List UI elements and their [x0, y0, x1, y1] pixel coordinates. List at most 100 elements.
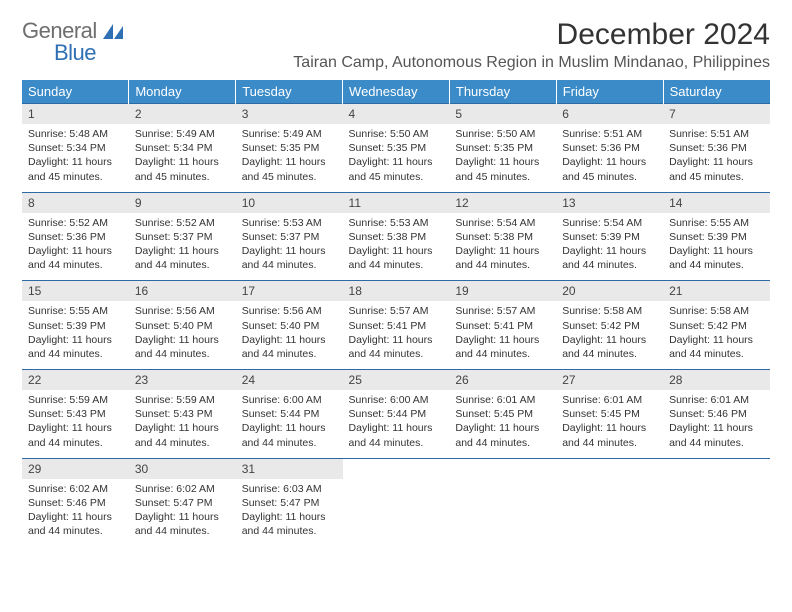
day-info: Sunrise: 5:55 AMSunset: 5:39 PMDaylight:…	[663, 213, 770, 281]
day-info: Sunrise: 6:01 AMSunset: 5:45 PMDaylight:…	[556, 390, 663, 458]
day-cell: 1Sunrise: 5:48 AMSunset: 5:34 PMDaylight…	[22, 104, 129, 193]
day-cell: 30Sunrise: 6:02 AMSunset: 5:47 PMDayligh…	[129, 458, 236, 546]
day-cell: 28Sunrise: 6:01 AMSunset: 5:46 PMDayligh…	[663, 370, 770, 459]
day-cell: ....	[556, 458, 663, 546]
day-number: 24	[236, 370, 343, 390]
day-cell: 4Sunrise: 5:50 AMSunset: 5:35 PMDaylight…	[343, 104, 450, 193]
day-cell: 20Sunrise: 5:58 AMSunset: 5:42 PMDayligh…	[556, 281, 663, 370]
dayhead-sat: Saturday	[663, 80, 770, 104]
day-info: Sunrise: 5:54 AMSunset: 5:38 PMDaylight:…	[449, 213, 556, 281]
day-cell: 10Sunrise: 5:53 AMSunset: 5:37 PMDayligh…	[236, 192, 343, 281]
day-number: 6	[556, 104, 663, 124]
day-number: 11	[343, 193, 450, 213]
day-info: Sunrise: 5:52 AMSunset: 5:37 PMDaylight:…	[129, 213, 236, 281]
day-info: Sunrise: 6:01 AMSunset: 5:46 PMDaylight:…	[663, 390, 770, 458]
day-info: Sunrise: 5:50 AMSunset: 5:35 PMDaylight:…	[343, 124, 450, 192]
day-number: 8	[22, 193, 129, 213]
calendar-table: Sunday Monday Tuesday Wednesday Thursday…	[22, 80, 770, 546]
day-cell: ....	[449, 458, 556, 546]
day-cell: 2Sunrise: 5:49 AMSunset: 5:34 PMDaylight…	[129, 104, 236, 193]
day-cell: 15Sunrise: 5:55 AMSunset: 5:39 PMDayligh…	[22, 281, 129, 370]
day-cell: 19Sunrise: 5:57 AMSunset: 5:41 PMDayligh…	[449, 281, 556, 370]
day-info: Sunrise: 5:57 AMSunset: 5:41 PMDaylight:…	[343, 301, 450, 369]
day-number: 20	[556, 281, 663, 301]
day-info: Sunrise: 5:51 AMSunset: 5:36 PMDaylight:…	[663, 124, 770, 192]
day-info: Sunrise: 5:53 AMSunset: 5:38 PMDaylight:…	[343, 213, 450, 281]
day-number: 23	[129, 370, 236, 390]
day-info: Sunrise: 5:58 AMSunset: 5:42 PMDaylight:…	[556, 301, 663, 369]
day-cell: 16Sunrise: 5:56 AMSunset: 5:40 PMDayligh…	[129, 281, 236, 370]
day-cell: 3Sunrise: 5:49 AMSunset: 5:35 PMDaylight…	[236, 104, 343, 193]
day-number: 9	[129, 193, 236, 213]
day-number: 12	[449, 193, 556, 213]
day-info: Sunrise: 5:58 AMSunset: 5:42 PMDaylight:…	[663, 301, 770, 369]
day-number: 5	[449, 104, 556, 124]
day-info: Sunrise: 5:49 AMSunset: 5:34 PMDaylight:…	[129, 124, 236, 192]
week-row: 15Sunrise: 5:55 AMSunset: 5:39 PMDayligh…	[22, 281, 770, 370]
day-info: Sunrise: 5:56 AMSunset: 5:40 PMDaylight:…	[129, 301, 236, 369]
day-cell: 22Sunrise: 5:59 AMSunset: 5:43 PMDayligh…	[22, 370, 129, 459]
day-cell: 7Sunrise: 5:51 AMSunset: 5:36 PMDaylight…	[663, 104, 770, 193]
day-number: 17	[236, 281, 343, 301]
day-info: Sunrise: 5:48 AMSunset: 5:34 PMDaylight:…	[22, 124, 129, 192]
day-number: 29	[22, 459, 129, 479]
day-cell: 12Sunrise: 5:54 AMSunset: 5:38 PMDayligh…	[449, 192, 556, 281]
day-number: 28	[663, 370, 770, 390]
day-cell: 31Sunrise: 6:03 AMSunset: 5:47 PMDayligh…	[236, 458, 343, 546]
page-title: December 2024	[557, 18, 770, 52]
day-cell: 25Sunrise: 6:00 AMSunset: 5:44 PMDayligh…	[343, 370, 450, 459]
day-info: Sunrise: 5:52 AMSunset: 5:36 PMDaylight:…	[22, 213, 129, 281]
dayhead-fri: Friday	[556, 80, 663, 104]
day-number: 1	[22, 104, 129, 124]
day-number: 22	[22, 370, 129, 390]
day-number: 10	[236, 193, 343, 213]
day-cell: ....	[663, 458, 770, 546]
day-cell: 24Sunrise: 6:00 AMSunset: 5:44 PMDayligh…	[236, 370, 343, 459]
day-info: Sunrise: 6:00 AMSunset: 5:44 PMDaylight:…	[236, 390, 343, 458]
week-row: 29Sunrise: 6:02 AMSunset: 5:46 PMDayligh…	[22, 458, 770, 546]
day-info: Sunrise: 6:03 AMSunset: 5:47 PMDaylight:…	[236, 479, 343, 547]
day-number: 18	[343, 281, 450, 301]
logo-sail-icon	[103, 24, 125, 45]
day-cell: 13Sunrise: 5:54 AMSunset: 5:39 PMDayligh…	[556, 192, 663, 281]
dayhead-mon: Monday	[129, 80, 236, 104]
day-info: Sunrise: 5:53 AMSunset: 5:37 PMDaylight:…	[236, 213, 343, 281]
day-info: Sunrise: 5:59 AMSunset: 5:43 PMDaylight:…	[129, 390, 236, 458]
day-number: 19	[449, 281, 556, 301]
dayhead-tue: Tuesday	[236, 80, 343, 104]
day-info: Sunrise: 5:57 AMSunset: 5:41 PMDaylight:…	[449, 301, 556, 369]
day-info: Sunrise: 5:51 AMSunset: 5:36 PMDaylight:…	[556, 124, 663, 192]
day-number: 25	[343, 370, 450, 390]
day-number: 2	[129, 104, 236, 124]
day-number: 31	[236, 459, 343, 479]
day-number: 3	[236, 104, 343, 124]
day-number: 15	[22, 281, 129, 301]
week-row: 8Sunrise: 5:52 AMSunset: 5:36 PMDaylight…	[22, 192, 770, 281]
day-info: Sunrise: 6:01 AMSunset: 5:45 PMDaylight:…	[449, 390, 556, 458]
day-number: 26	[449, 370, 556, 390]
day-info: Sunrise: 5:56 AMSunset: 5:40 PMDaylight:…	[236, 301, 343, 369]
day-number: 30	[129, 459, 236, 479]
day-cell: 23Sunrise: 5:59 AMSunset: 5:43 PMDayligh…	[129, 370, 236, 459]
day-cell: 29Sunrise: 6:02 AMSunset: 5:46 PMDayligh…	[22, 458, 129, 546]
day-cell: 9Sunrise: 5:52 AMSunset: 5:37 PMDaylight…	[129, 192, 236, 281]
day-cell: 6Sunrise: 5:51 AMSunset: 5:36 PMDaylight…	[556, 104, 663, 193]
logo: General Blue	[22, 18, 125, 45]
day-info: Sunrise: 5:54 AMSunset: 5:39 PMDaylight:…	[556, 213, 663, 281]
day-number: 14	[663, 193, 770, 213]
day-cell: ....	[343, 458, 450, 546]
dayhead-wed: Wednesday	[343, 80, 450, 104]
day-info: Sunrise: 5:49 AMSunset: 5:35 PMDaylight:…	[236, 124, 343, 192]
logo-word2: Blue	[54, 40, 96, 66]
day-number: 4	[343, 104, 450, 124]
day-number: 7	[663, 104, 770, 124]
day-cell: 21Sunrise: 5:58 AMSunset: 5:42 PMDayligh…	[663, 281, 770, 370]
day-cell: 5Sunrise: 5:50 AMSunset: 5:35 PMDaylight…	[449, 104, 556, 193]
day-number: 27	[556, 370, 663, 390]
day-cell: 18Sunrise: 5:57 AMSunset: 5:41 PMDayligh…	[343, 281, 450, 370]
day-number: 21	[663, 281, 770, 301]
day-header-row: Sunday Monday Tuesday Wednesday Thursday…	[22, 80, 770, 104]
dayhead-thu: Thursday	[449, 80, 556, 104]
day-info: Sunrise: 6:02 AMSunset: 5:47 PMDaylight:…	[129, 479, 236, 547]
day-info: Sunrise: 5:55 AMSunset: 5:39 PMDaylight:…	[22, 301, 129, 369]
